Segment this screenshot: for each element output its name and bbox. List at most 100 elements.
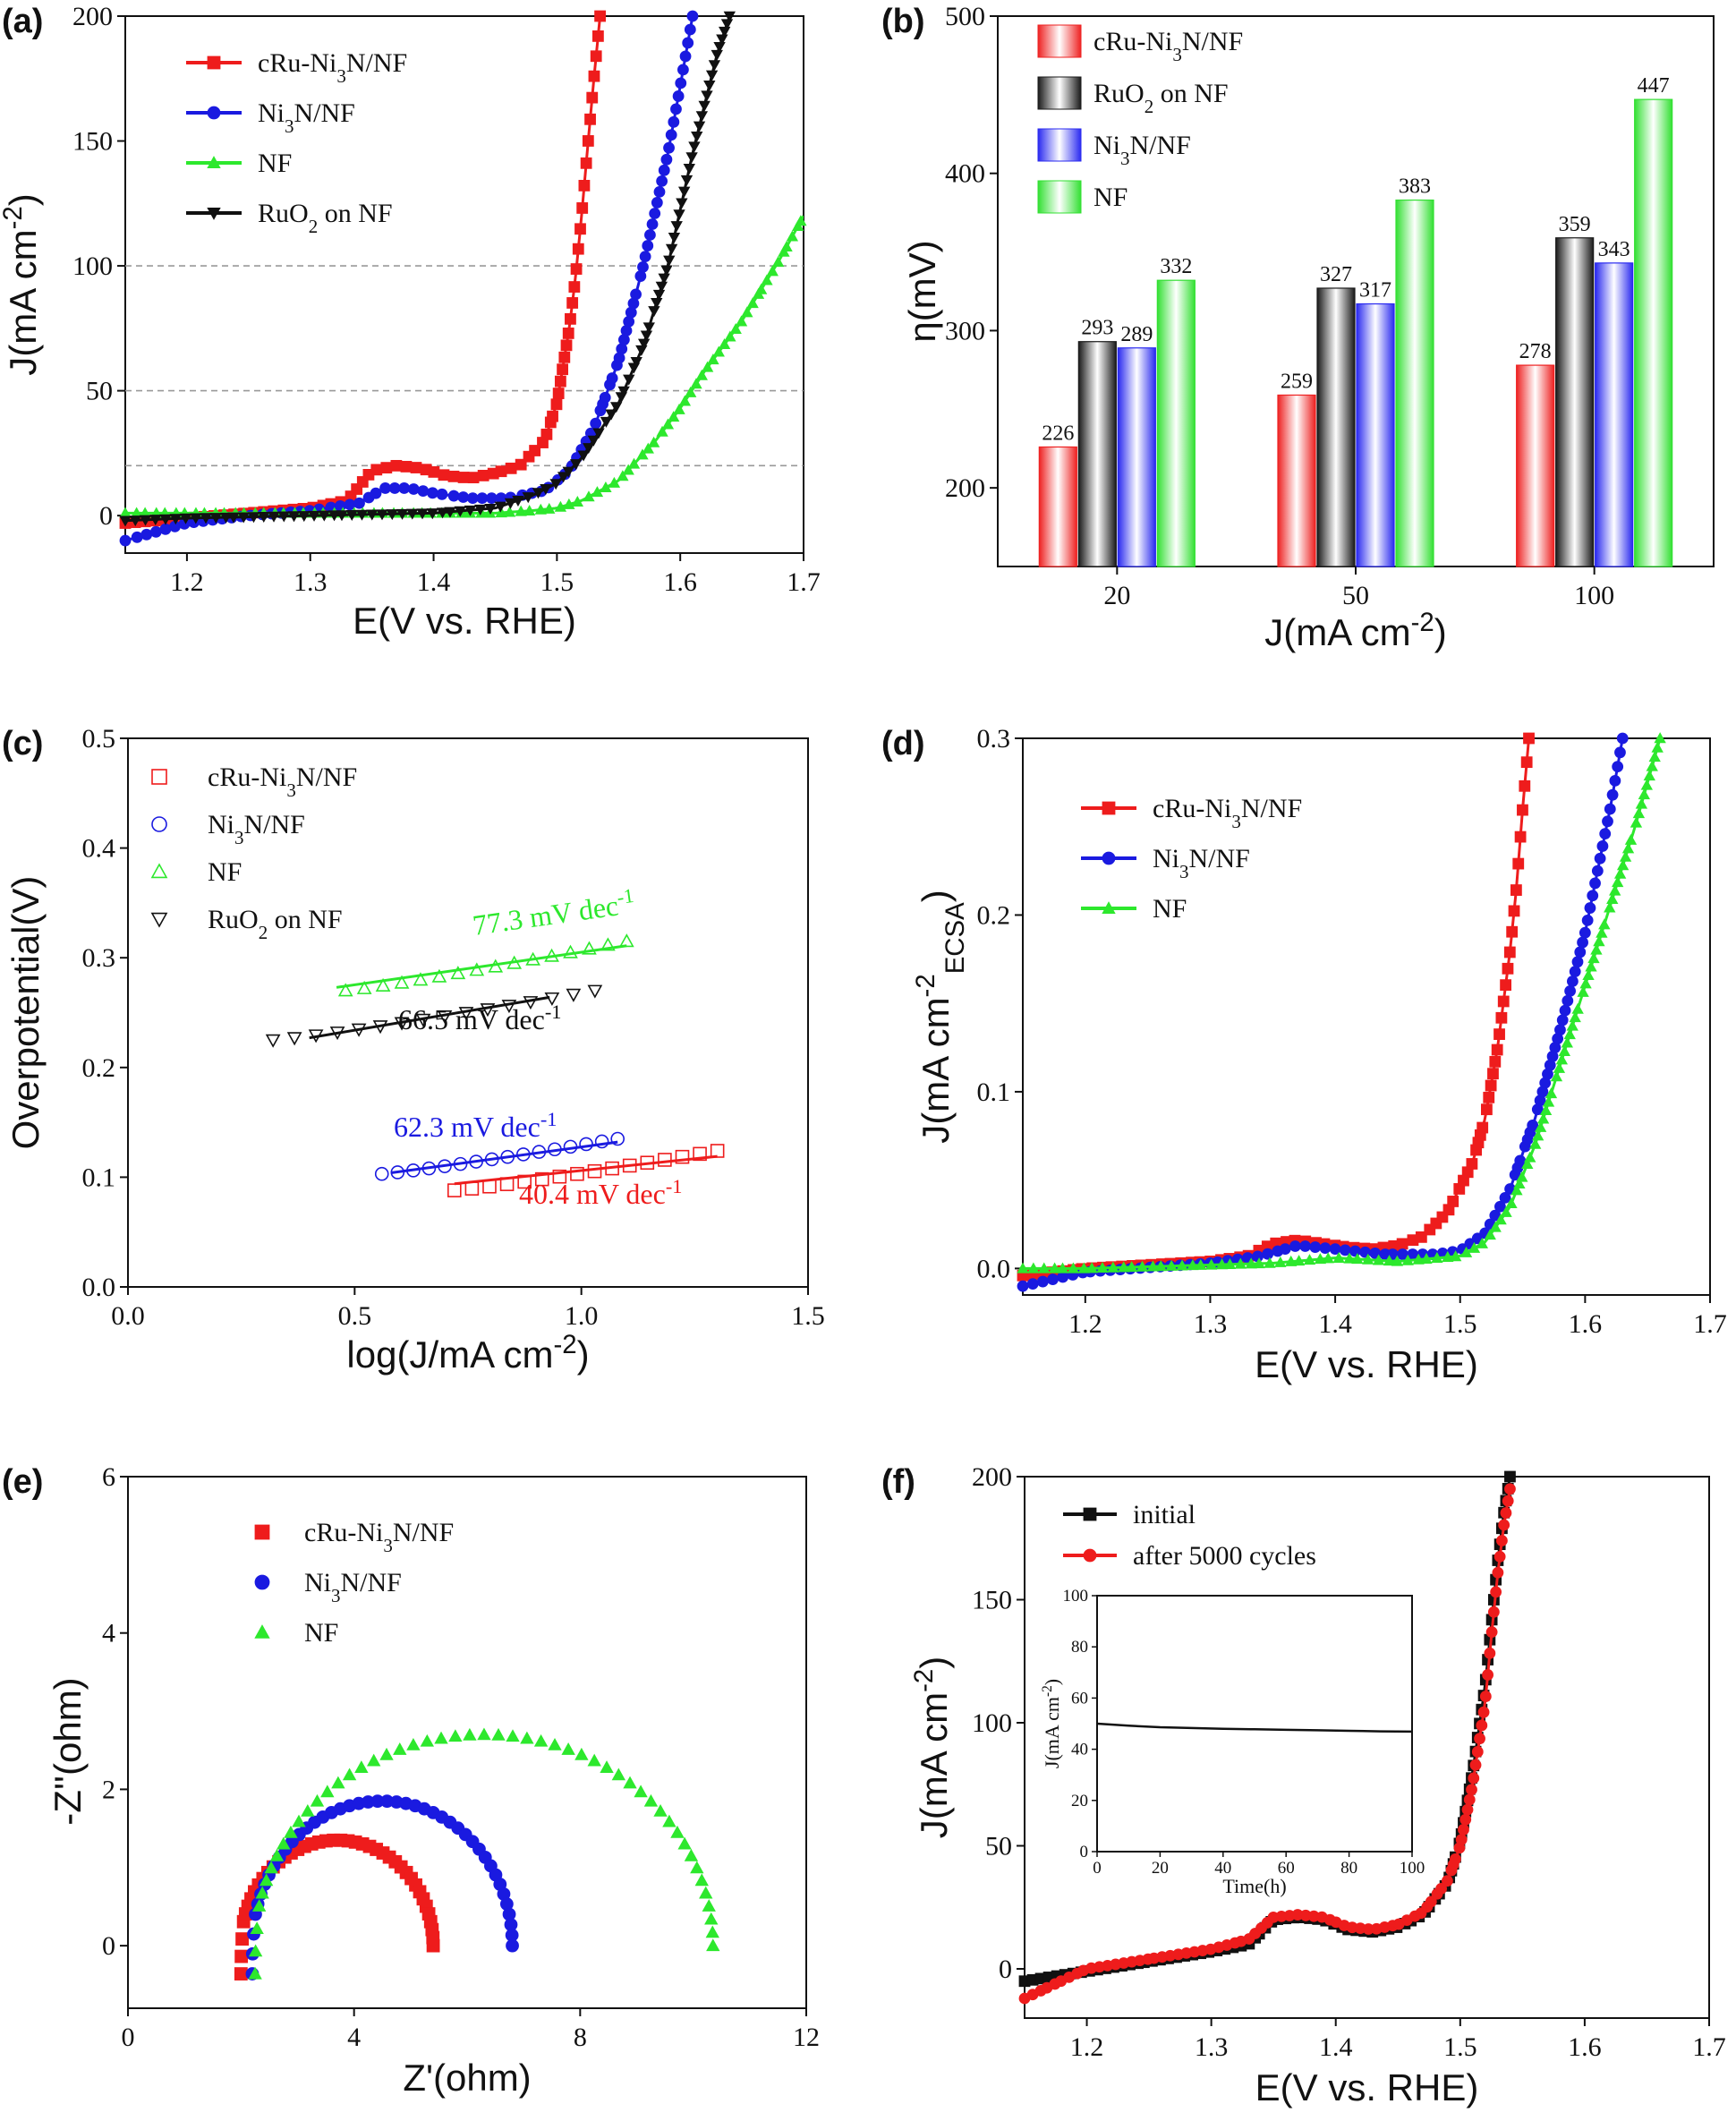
inset-x-tick-label: 0: [1093, 1859, 1102, 1878]
data-point: [131, 531, 143, 543]
data-point: [1264, 1256, 1276, 1268]
data-point: [1581, 914, 1594, 926]
bar: [1077, 341, 1117, 567]
data-point: [1563, 1028, 1576, 1040]
data-point: [264, 1861, 278, 1874]
data-point: [534, 503, 547, 515]
legend-marker: [1102, 801, 1116, 815]
data-point: [682, 37, 694, 49]
data-point: [1590, 943, 1603, 955]
data-point: [406, 508, 419, 520]
fit-line: [336, 944, 627, 989]
data-point: [655, 281, 668, 293]
data-point: [247, 512, 260, 524]
y-tick-label: 0.4: [82, 834, 116, 864]
data-point: [580, 157, 592, 169]
data-point: [1571, 956, 1584, 968]
data-point: [320, 1785, 335, 1798]
bar-value-label: 447: [1638, 74, 1670, 98]
legend-marker: [207, 156, 221, 169]
data-point: [1606, 788, 1619, 801]
data-point: [1176, 1259, 1188, 1271]
x-tick-label: 1.4: [417, 567, 451, 597]
data-point: [1435, 1882, 1448, 1895]
data-point: [611, 1768, 625, 1781]
legend-marker: [150, 863, 168, 879]
data-point: [1503, 946, 1516, 958]
legend-label: Ni3N/NF: [304, 1568, 402, 1606]
data-point: [219, 512, 233, 524]
data-point: [677, 64, 689, 76]
data-point: [234, 1967, 248, 1980]
data-point: [331, 1776, 345, 1789]
data-point: [1582, 968, 1595, 980]
data-point: [328, 510, 341, 522]
data-point: [1604, 803, 1616, 815]
data-point: [663, 141, 675, 154]
bar-value-label: 289: [1120, 323, 1153, 346]
legend-label: NF: [1094, 183, 1128, 212]
data-point: [251, 1899, 267, 1912]
data-point: [447, 1183, 462, 1197]
data-point: [680, 175, 694, 186]
data-point: [1512, 857, 1525, 870]
data-point: [407, 483, 420, 495]
data-point: [640, 330, 653, 342]
data-point: [1604, 901, 1616, 913]
data-point: [1036, 1275, 1049, 1288]
data-point: [269, 1848, 285, 1861]
data-point: [1154, 1260, 1167, 1272]
data-point: [1555, 1053, 1569, 1065]
data-point: [695, 369, 708, 380]
data-point: [1571, 1002, 1584, 1014]
data-point: [532, 488, 545, 499]
data-point: [258, 511, 270, 524]
x-tick-label: 1.2: [170, 567, 204, 597]
data-point: [1077, 1262, 1090, 1273]
data-point: [1594, 852, 1606, 865]
data-point: [1482, 1669, 1493, 1681]
data-point: [1292, 1255, 1306, 1266]
inset-y-tick-label: 20: [1071, 1792, 1088, 1810]
inset-y-tick-label: 40: [1071, 1741, 1088, 1759]
data-point: [685, 152, 698, 164]
data-point: [237, 512, 250, 524]
data-point: [480, 1003, 496, 1018]
legend-marker: [254, 1524, 270, 1540]
data-point: [1067, 1262, 1080, 1273]
data-point: [643, 1793, 659, 1807]
x-tick-label: 1.3: [1194, 1309, 1228, 1339]
data-point: [301, 1803, 315, 1817]
y-tick-label: 200: [945, 473, 985, 503]
y-tick-label: 50: [86, 377, 113, 406]
data-point: [718, 337, 731, 350]
data-point: [599, 391, 611, 404]
data-point: [190, 513, 202, 524]
data-point: [1654, 732, 1666, 744]
y-tick-label: 0.2: [977, 900, 1011, 930]
inset-y-tick-label: 100: [1063, 1587, 1089, 1606]
data-point: [1638, 788, 1651, 800]
data-point: [1519, 779, 1531, 792]
y-tick-label: 6: [102, 1462, 115, 1492]
legend-label: NF: [208, 857, 242, 887]
y-axis-label: η(mV): [901, 240, 943, 342]
legend-marker: [1102, 901, 1116, 914]
data-point: [676, 198, 688, 209]
data-point: [1579, 977, 1592, 989]
data-point: [1606, 892, 1619, 905]
data-point: [1609, 884, 1621, 896]
legend-label: after 5000 cycles: [1133, 1541, 1316, 1571]
legend-label: NF: [258, 149, 292, 178]
x-tick-label: 0: [122, 2023, 135, 2052]
data-point: [1599, 828, 1612, 840]
data-point: [544, 992, 560, 1006]
data-point: [1262, 1248, 1274, 1260]
y-tick-label: 500: [945, 2, 985, 31]
bar-value-label: 226: [1042, 422, 1074, 445]
legend-marker: [1083, 1507, 1097, 1521]
data-point: [1508, 905, 1520, 917]
data-point: [1461, 1803, 1474, 1816]
inset-y-axis-label: J(mA cm-2): [1040, 1679, 1064, 1768]
data-point: [1459, 1813, 1472, 1826]
